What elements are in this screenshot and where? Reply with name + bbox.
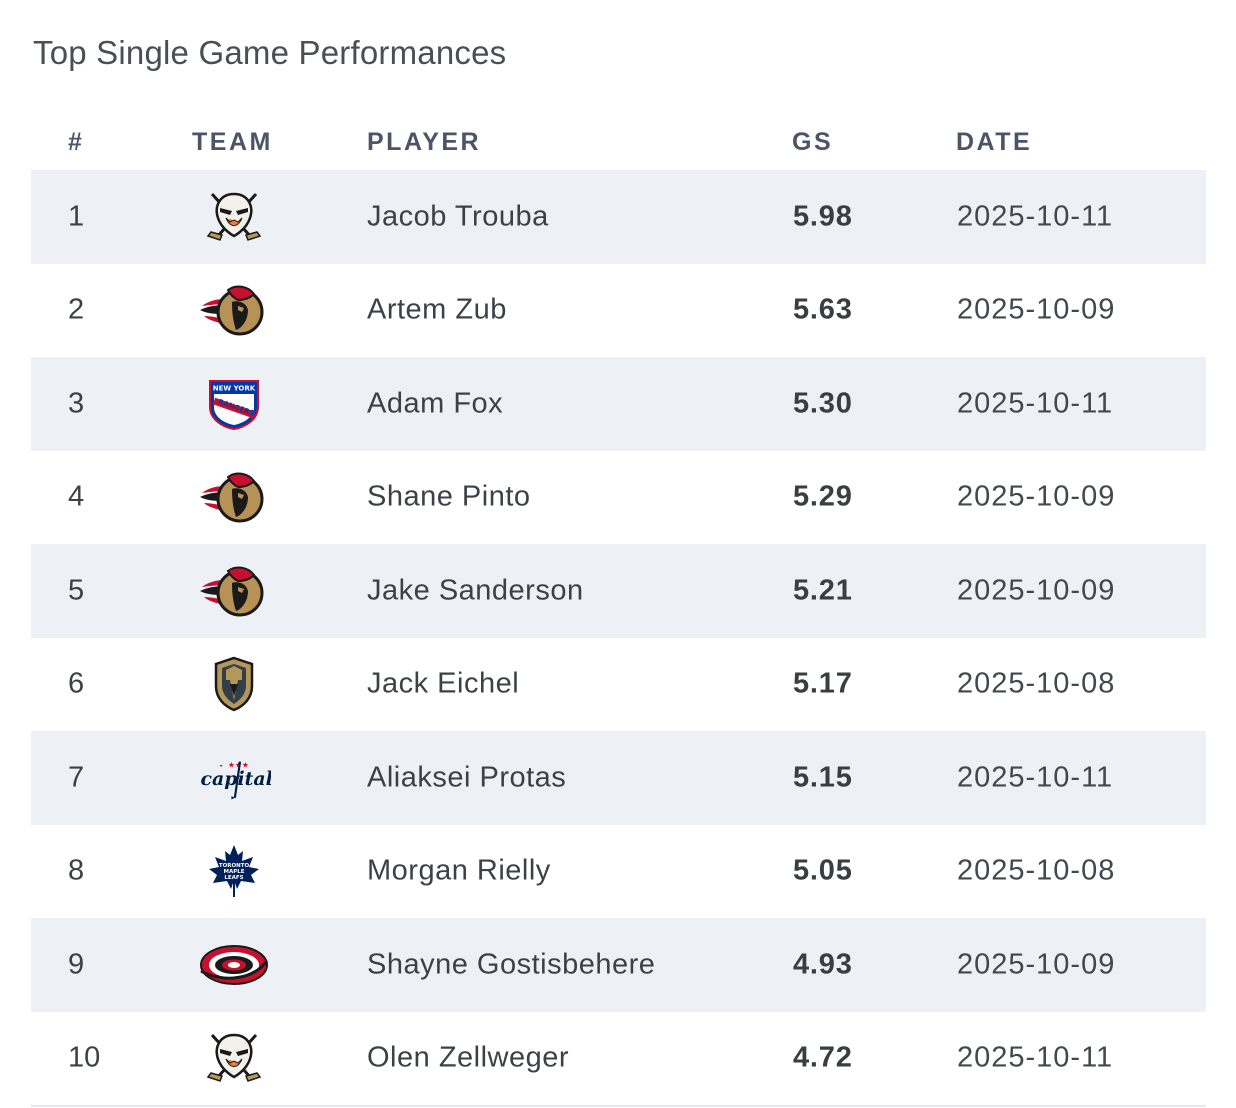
player-name[interactable]: Shane Pinto [367,480,531,513]
date-value: 2025-10-08 [957,667,1116,700]
svg-text:NEW YORK: NEW YORK [213,384,256,392]
player-name[interactable]: Morgan Rielly [367,854,551,887]
senators-logo-icon [197,278,271,342]
player-name[interactable]: Jack Eichel [367,667,520,700]
rank-cell: 2 [68,293,85,326]
table-row[interactable]: 9 Shayne Gostisbehere 4.93 2025-10-09 [31,918,1206,1012]
rank-cell: 3 [68,387,85,420]
date-value: 2025-10-11 [957,1041,1114,1074]
rank-cell: 10 [68,1041,101,1074]
hurricanes-logo-icon [197,933,271,997]
gs-value: 5.63 [793,293,853,326]
rank-cell: 1 [68,200,85,233]
column-header-rank[interactable]: # [68,128,85,156]
gs-value: 5.30 [793,387,853,420]
date-value: 2025-10-09 [957,293,1116,326]
table-row[interactable]: 3 NEW YORK RANGERS Adam Fox 5.30 2025-10-1… [31,357,1206,451]
rank-cell: 6 [68,667,85,700]
table-row[interactable]: 5 Jake Sanderson 5.21 2025-10-09 [31,544,1206,638]
date-value: 2025-10-09 [957,574,1116,607]
table-row[interactable]: 2 Artem Zub 5.63 2025-10-09 [31,264,1206,358]
gs-value: 5.98 [793,200,853,233]
rank-cell: 8 [68,854,85,887]
player-name[interactable]: Artem Zub [367,293,507,326]
player-name[interactable]: Olen Zellweger [367,1041,570,1074]
svg-text:MAPLE: MAPLE [223,869,244,875]
player-name[interactable]: Jacob Trouba [367,200,549,233]
svg-text:★★★: ★★★ [228,760,249,769]
date-value: 2025-10-09 [957,480,1116,513]
rank-cell: 5 [68,574,85,607]
player-name[interactable]: Adam Fox [367,387,504,420]
gs-value: 5.15 [793,761,853,794]
table-header: # TEAM PLAYER GS DATE [31,118,1206,170]
rank-cell: 7 [68,761,85,794]
rank-cell: 4 [68,480,85,513]
column-header-player[interactable]: PLAYER [367,128,482,156]
table-row[interactable]: 7 ★★★ capitals Aliaksei Protas 5.15 2025-1… [31,731,1206,825]
svg-text:capitals: capitals [200,768,271,790]
table-divider [31,1105,1206,1107]
gs-value: 4.72 [793,1041,853,1074]
table-row[interactable]: 1 Jacob Trouba 5.98 2025-10-11 [31,170,1206,264]
date-value: 2025-10-11 [957,761,1114,794]
svg-text:LEAFS: LEAFS [224,875,243,881]
table-row[interactable]: 8 TORONTO MAPLE LEAFS Morgan Rielly 5.05 2… [31,825,1206,919]
gs-value: 4.93 [793,948,853,981]
maple-leafs-logo-icon: TORONTO MAPLE LEAFS [197,839,271,903]
table-row[interactable]: 10 Olen Zellweger 4.72 2025-10-11 [31,1012,1206,1106]
player-name[interactable]: Aliaksei Protas [367,761,567,794]
date-value: 2025-10-11 [957,200,1114,233]
rank-cell: 9 [68,948,85,981]
senators-logo-icon [197,559,271,623]
gs-value: 5.17 [793,667,853,700]
svg-text:TORONTO: TORONTO [219,863,250,869]
gs-value: 5.29 [793,480,853,513]
gs-value: 5.21 [793,574,853,607]
ducks-logo-icon [197,185,271,249]
gs-value: 5.05 [793,854,853,887]
table-row[interactable]: 6 Jack Eichel 5.17 2025-10-08 [31,638,1206,732]
date-value: 2025-10-11 [957,387,1114,420]
performance-table: # TEAM PLAYER GS DATE 1 Jacob Trouba 5.98… [31,118,1206,1107]
date-value: 2025-10-08 [957,854,1116,887]
column-header-gs[interactable]: GS [792,128,834,156]
capitals-logo-icon: ★★★ capitals [197,746,271,810]
senators-logo-icon [197,465,271,529]
player-name[interactable]: Jake Sanderson [367,574,584,607]
date-value: 2025-10-09 [957,948,1116,981]
player-name[interactable]: Shayne Gostisbehere [367,948,656,981]
rangers-logo-icon: NEW YORK RANGERS [197,372,271,436]
table-body: 1 Jacob Trouba 5.98 2025-10-11 2 Artem Zub 5… [31,170,1206,1105]
table-row[interactable]: 4 Shane Pinto 5.29 2025-10-09 [31,451,1206,545]
page-title: Top Single Game Performances [33,34,507,71]
golden-knights-logo-icon [197,652,271,716]
column-header-date[interactable]: DATE [956,128,1033,156]
column-header-team[interactable]: TEAM [192,128,273,156]
ducks-logo-icon [197,1026,271,1090]
